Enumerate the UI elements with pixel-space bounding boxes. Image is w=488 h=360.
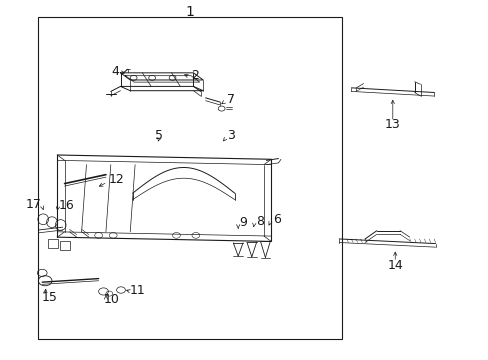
Text: 8: 8	[256, 215, 264, 228]
Text: 13: 13	[384, 118, 400, 131]
Text: 1: 1	[185, 5, 194, 19]
Text: 6: 6	[272, 213, 280, 226]
Text: 5: 5	[155, 129, 163, 142]
Text: 16: 16	[59, 198, 74, 212]
Text: 11: 11	[129, 284, 145, 297]
Text: 15: 15	[41, 291, 57, 304]
Text: 7: 7	[226, 94, 234, 107]
Text: 9: 9	[239, 216, 247, 229]
Bar	[48, 239, 58, 248]
Text: 10: 10	[103, 293, 119, 306]
Text: 14: 14	[386, 258, 402, 271]
Bar	[60, 241, 70, 249]
Text: 2: 2	[191, 69, 199, 82]
Text: 3: 3	[227, 129, 235, 142]
Text: 4: 4	[111, 65, 119, 78]
Text: 12: 12	[108, 173, 124, 186]
Bar	[38, 18, 341, 339]
Text: 17: 17	[25, 198, 41, 211]
